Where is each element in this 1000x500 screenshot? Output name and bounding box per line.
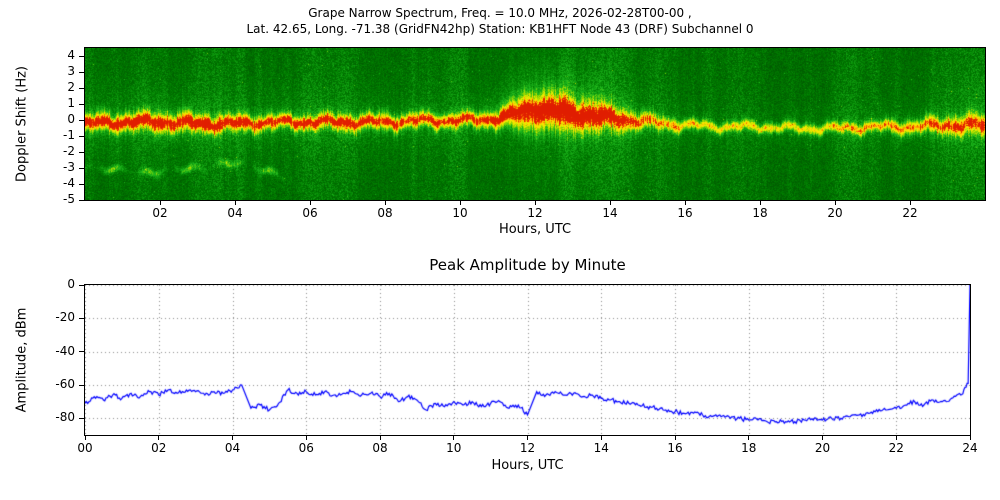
amplitude-x-tick-label: 24: [962, 441, 978, 455]
amplitude-plot-area: [84, 284, 971, 436]
spectrogram-y-tick-label: -1: [63, 128, 75, 142]
amplitude-y-tick-mark: [79, 417, 84, 419]
spectrogram-x-tick-mark: [759, 201, 761, 205]
spectrogram-y-tick-label: -2: [63, 144, 75, 158]
spectrogram-plot-area: [84, 47, 986, 201]
spectrogram-x-tick-label: 10: [452, 206, 468, 220]
spectrogram-title-line1: Grape Narrow Spectrum, Freq. = 10.0 MHz,…: [308, 6, 692, 20]
amplitude-x-tick-mark: [748, 436, 750, 440]
spectrogram-x-tick-label: 08: [377, 206, 393, 220]
amplitude-x-tick-label: 00: [77, 441, 93, 455]
spectrogram-x-tick-label: 02: [152, 206, 168, 220]
spectrogram-x-tick-label: 12: [527, 206, 543, 220]
amplitude-x-tick-mark: [822, 436, 823, 440]
spectrogram-y-tick-mark: [79, 119, 84, 121]
amplitude-x-tick-label: 08: [372, 441, 388, 455]
spectrogram-x-tick-mark: [684, 201, 686, 205]
amplitude-x-tick-mark: [379, 436, 381, 440]
amplitude-x-tick-label: 06: [298, 441, 314, 455]
amplitude-x-tick-mark: [600, 436, 602, 440]
spectrogram-x-tick-mark: [159, 201, 161, 205]
amplitude-x-tick-label: 10: [446, 441, 462, 455]
spectrogram-x-tick-mark: [534, 201, 536, 205]
spectrogram-y-tick-label: 1: [67, 96, 75, 110]
amplitude-x-tick-label: 16: [667, 441, 683, 455]
amplitude-y-tick-label: -40: [55, 343, 75, 358]
spectrogram-x-tick-mark: [234, 201, 236, 205]
spectrogram-x-tick-label: 04: [227, 206, 243, 220]
spectrogram-y-tick-mark: [79, 55, 84, 57]
spectrogram-x-tick-label: 18: [752, 206, 768, 220]
amplitude-y-tick-label: -80: [55, 410, 75, 425]
spectrogram-title-line2: Lat. 42.65, Long. -71.38 (GridFN42hp) St…: [246, 22, 754, 36]
amplitude-x-tick-mark: [453, 436, 455, 440]
spectrogram-y-tick-mark: [79, 71, 84, 73]
spectrogram-x-tick-mark: [609, 201, 611, 205]
spectrogram-x-tick-label: 16: [677, 206, 693, 220]
spectrogram-y-tick-label: -4: [63, 176, 75, 190]
amplitude-x-tick-label: 02: [151, 441, 167, 455]
amplitude-x-tick-mark: [84, 436, 86, 440]
spectrogram-x-axis-label: Hours, UTC: [498, 222, 572, 237]
amplitude-x-axis-label: Hours, UTC: [491, 458, 564, 473]
amplitude-x-tick-label: 04: [224, 441, 241, 455]
spectrogram-y-tick-mark: [79, 103, 84, 105]
spectrogram-x-tick-label: 06: [302, 206, 318, 220]
spectrogram-x-tick-mark: [384, 201, 386, 205]
amplitude-x-tick-mark: [232, 436, 233, 440]
spectrogram-y-tick-label: 4: [67, 48, 75, 62]
spectrogram-x-tick-mark: [909, 201, 911, 205]
spectrogram-y-tick-mark: [79, 151, 84, 153]
spectrogram-x-tick-label: 20: [827, 206, 843, 220]
spectrogram-y-tick-label: 2: [67, 80, 75, 94]
amplitude-x-tick-label: 18: [741, 441, 757, 455]
amplitude-x-tick-label: 22: [888, 441, 904, 455]
spectrogram-x-tick-label: 22: [902, 206, 918, 220]
spectrogram-y-axis-label: Doppler Shift (Hz): [14, 66, 30, 182]
spectrogram-x-tick-label: 14: [602, 206, 618, 220]
amplitude-y-axis-label: Amplitude, dBm: [14, 307, 30, 413]
amplitude-x-tick-label: 12: [519, 441, 536, 455]
amplitude-y-tick-label: -20: [55, 310, 75, 325]
amplitude-x-tick-label: 20: [814, 441, 831, 455]
amplitude-x-tick-mark: [527, 436, 528, 440]
amplitude-y-tick-label: 0: [67, 277, 75, 291]
amplitude-x-tick-mark: [674, 436, 676, 440]
spectrogram-y-tick-label: 3: [67, 64, 75, 78]
spectrogram-y-tick-mark: [79, 167, 84, 169]
amplitude-y-tick-mark: [79, 317, 84, 319]
amplitude-x-tick-mark: [305, 436, 307, 440]
spectrogram-y-tick-mark: [79, 199, 84, 201]
amplitude-canvas: [85, 285, 970, 435]
spectrogram-y-tick-mark: [79, 87, 84, 89]
spectrogram-y-tick-mark: [79, 135, 84, 137]
spectrogram-x-tick-mark: [309, 201, 311, 205]
amplitude-y-tick-label: -60: [55, 377, 75, 391]
amplitude-x-tick-mark: [895, 436, 897, 440]
spectrogram-y-tick-label: -5: [63, 192, 75, 206]
spectrogram-x-tick-mark: [834, 201, 836, 205]
spectrogram-y-tick-label: -3: [63, 160, 75, 174]
spectrogram-x-tick-mark: [459, 201, 461, 205]
amplitude-x-tick-mark: [969, 436, 971, 440]
amplitude-y-tick-mark: [79, 384, 84, 386]
spectrogram-y-tick-label: 0: [67, 112, 75, 126]
amplitude-chart-title: Peak Amplitude by Minute: [429, 256, 626, 274]
spectrogram-canvas: [85, 48, 985, 200]
amplitude-x-tick-mark: [158, 436, 160, 440]
amplitude-y-tick-mark: [79, 284, 84, 286]
amplitude-y-tick-mark: [79, 351, 84, 353]
amplitude-x-tick-label: 14: [593, 441, 609, 455]
spectrogram-y-tick-mark: [79, 183, 84, 185]
